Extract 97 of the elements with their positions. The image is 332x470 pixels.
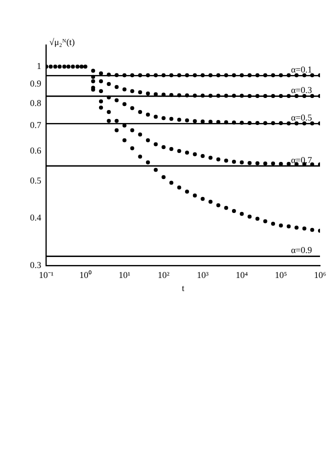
point [138,154,142,159]
point [177,118,182,122]
point [302,226,306,231]
point [106,110,111,114]
y-tick-label: 0.5 [30,175,42,186]
point [278,224,283,228]
point [114,118,119,123]
annotation: α=0.1 [290,64,312,74]
point [130,128,134,132]
point [130,89,134,94]
point [255,216,260,221]
point [98,79,103,84]
x-tick-label: 10² [158,270,170,280]
point [278,162,283,166]
point [138,132,142,136]
point [138,90,142,94]
point [114,84,119,89]
point [263,162,268,166]
point [177,185,182,190]
point [130,146,134,150]
point [208,200,212,204]
point [122,102,126,106]
y-tick-label: 0.9 [30,78,42,88]
point [169,180,174,185]
point [106,118,111,123]
point [106,82,111,86]
point [154,142,158,146]
point [98,99,103,104]
point [154,114,158,119]
y-axis-title: √μ₂ᴺ(t) [49,36,75,47]
point [192,194,197,198]
point [146,91,150,96]
point [91,68,96,73]
point [232,160,236,164]
point [248,214,252,219]
point [224,158,228,163]
point [114,128,119,132]
point [98,106,103,110]
point [130,106,134,110]
point [162,116,166,120]
x-tick-label: 10⁵ [274,270,287,280]
x-tick-label: 10⁶ [314,270,326,280]
point [169,116,174,121]
annotation: α=0.9 [290,245,312,256]
point [177,148,182,153]
y-tick-label: 0.3 [30,260,42,270]
point [162,175,166,180]
point [146,112,150,117]
point [192,119,197,124]
annotation: α=0.7 [290,154,312,165]
point [185,118,190,122]
y-tick-label: 0.4 [30,212,42,222]
point [185,190,190,194]
point [286,224,291,228]
point [154,168,158,172]
point [91,79,96,84]
x-tick-label: 10¹ [118,270,131,280]
point [200,154,205,158]
point [146,138,150,142]
annotation: α=0.5 [290,112,312,122]
point [271,222,276,226]
point [122,138,126,142]
point [114,98,119,102]
point [310,228,314,232]
point [240,212,244,216]
x-tick-label: 10⁻¹ [38,270,54,280]
point [169,147,174,152]
point [138,110,142,114]
point [224,206,228,210]
point [98,89,103,94]
point [232,209,236,214]
annotation: α=0.3 [290,85,312,96]
point [208,156,212,160]
y-tick-label: 0.7 [30,120,42,130]
point [263,219,268,224]
point [98,71,103,76]
point [122,87,126,92]
x-axis-title: t [182,282,185,293]
point [146,160,150,164]
point [185,150,190,155]
point [162,145,166,150]
point [192,152,197,156]
point [286,162,291,166]
y-tick-label: 0.6 [30,145,42,156]
point [216,203,220,208]
y-tick-label: 1 [36,60,42,71]
x-tick-label: 10⁰ [79,270,92,280]
point [248,160,252,165]
y-tick-label: 0.8 [30,98,42,108]
point [294,226,299,230]
x-tick-label: 10³ [196,270,209,280]
point [255,161,260,166]
point [200,196,205,201]
point [271,162,276,166]
point [216,157,220,162]
point [240,160,244,164]
x-tick-label: 10⁴ [236,270,248,280]
